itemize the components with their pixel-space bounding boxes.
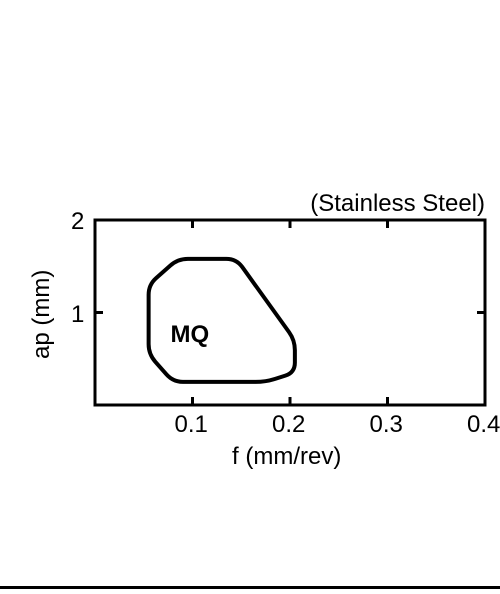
y-tick-label: 1	[71, 301, 84, 329]
y-tick-label: 2	[71, 208, 84, 236]
bottom-rule	[0, 586, 500, 589]
x-tick-label: 0.2	[272, 411, 305, 439]
region-label: MQ	[171, 321, 210, 349]
y-axis-label: ap (mm)	[28, 269, 56, 358]
x-tick-label: 0.4	[467, 411, 500, 439]
x-tick-label: 0.1	[175, 411, 208, 439]
plot-box	[95, 220, 485, 405]
x-axis-label: f (mm/rev)	[232, 443, 341, 471]
chart-title: (Stainless Steel)	[310, 190, 485, 218]
x-tick-label: 0.3	[370, 411, 403, 439]
chart-container: (Stainless Steel) ap (mm) f (mm/rev) MQ …	[0, 190, 500, 590]
page: (Stainless Steel) ap (mm) f (mm/rev) MQ …	[0, 0, 500, 594]
